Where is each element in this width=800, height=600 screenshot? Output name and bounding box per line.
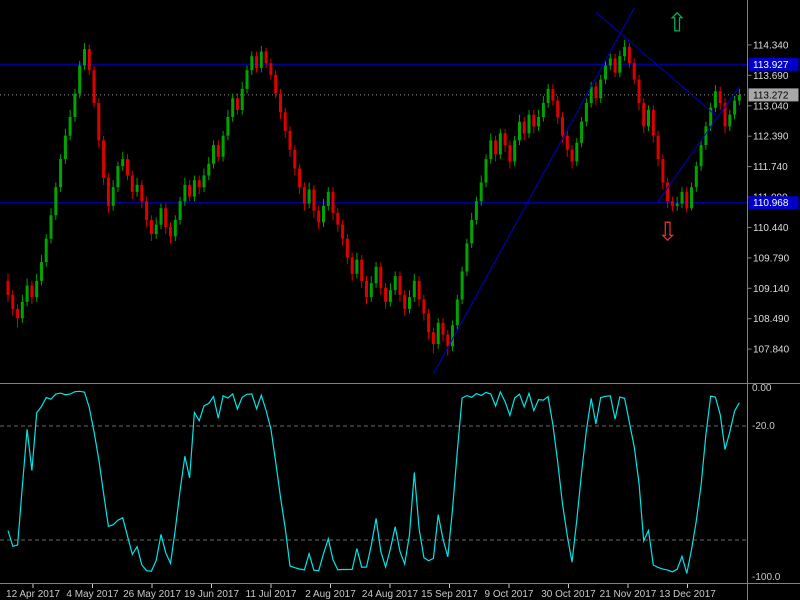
arrow-down-icon[interactable]: ⇩ xyxy=(657,216,679,246)
price-axis-label: 110.440 xyxy=(753,223,789,234)
indicator-axis-label: 0.00 xyxy=(752,383,772,394)
price-axis[interactable]: 114.340113.690113.040112.390111.740111.0… xyxy=(747,40,790,356)
trendline-2[interactable] xyxy=(595,11,716,116)
price-axis-label: 113.690 xyxy=(753,71,789,82)
indicator-subwindow[interactable]: 0.00 -20.0 -100.0 xyxy=(0,383,781,583)
time-axis-label: 19 Jun 2017 xyxy=(184,589,239,600)
time-axis-label: 4 May 2017 xyxy=(66,589,119,600)
trendline-1[interactable] xyxy=(432,7,635,375)
time-axis-label: 13 Dec 2017 xyxy=(659,589,716,600)
hline-price-tag xyxy=(748,57,799,71)
time-axis-label: 9 Oct 2017 xyxy=(485,589,534,600)
time-axis-label: 30 Oct 2017 xyxy=(541,589,596,600)
time-axis[interactable]: 12 Apr 2017 4 May 2017 26 May 2017 19 Jun 2… xyxy=(6,584,716,600)
svg-text:113.927: 113.927 xyxy=(753,60,789,71)
indicator-axis-label: -100.0 xyxy=(752,572,781,583)
trendline-objects[interactable] xyxy=(432,7,740,375)
svg-text:110.968: 110.968 xyxy=(753,198,789,209)
time-axis-label: 21 Nov 2017 xyxy=(600,589,657,600)
price-axis-label: 111.740 xyxy=(753,162,788,173)
price-axis-label: 112.390 xyxy=(753,132,789,143)
price-axis-label: 109.790 xyxy=(753,253,790,264)
indicator-axis-label: -20.0 xyxy=(752,421,775,432)
arrow-up-icon[interactable]: ⇧ xyxy=(666,8,688,38)
trendline-3[interactable] xyxy=(657,86,740,202)
price-axis-label: 113.040 xyxy=(753,101,789,112)
time-axis-label: 2 Aug 2017 xyxy=(305,589,356,600)
price-axis-tags: 113.927 110.968 113.272 xyxy=(748,57,799,210)
williams-percent-range-line xyxy=(7,390,740,574)
time-axis-label: 15 Sep 2017 xyxy=(421,589,478,600)
price-axis-label: 109.140 xyxy=(753,284,790,295)
time-axis-label: 12 Apr 2017 xyxy=(6,589,60,600)
time-axis-label: 24 Aug 2017 xyxy=(362,589,419,600)
time-axis-label: 11 Jul 2017 xyxy=(246,589,297,600)
price-axis-label: 108.490 xyxy=(753,314,790,325)
candles[interactable] xyxy=(6,39,741,356)
current-price-tag xyxy=(748,88,799,102)
hline-price-tag xyxy=(748,196,799,210)
svg-text:113.272: 113.272 xyxy=(753,90,789,101)
horizontal-price-lines[interactable] xyxy=(0,63,748,204)
time-axis-label: 26 May 2017 xyxy=(123,589,181,600)
price-axis-label: 107.840 xyxy=(753,345,790,356)
arrow-objects[interactable]: ⇧⇩ xyxy=(657,8,688,247)
price-axis-label: 114.340 xyxy=(753,40,789,51)
